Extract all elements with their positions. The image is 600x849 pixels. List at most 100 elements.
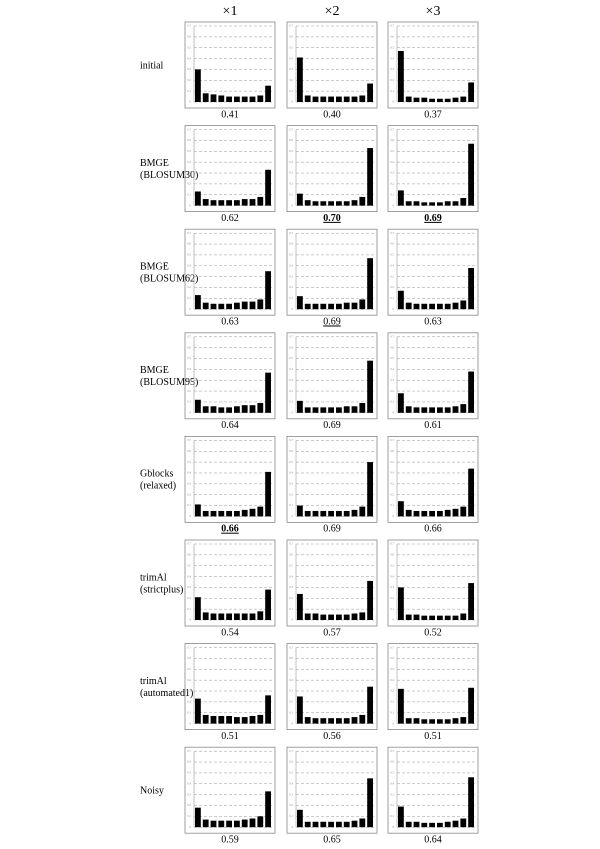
bar	[398, 50, 404, 102]
y-tick-label: 0.2	[289, 803, 293, 807]
y-tick-label: 0.3	[390, 482, 394, 486]
y-tick-label: 0.6	[187, 35, 191, 39]
bar	[468, 143, 474, 206]
bar	[226, 200, 232, 206]
score: 0.66	[221, 524, 239, 535]
y-tick-label: 0.6	[289, 449, 293, 453]
bar	[359, 196, 366, 206]
y-tick-label: 0.5	[390, 253, 394, 257]
bar	[226, 303, 232, 310]
y-tick-label: 0.1	[187, 710, 191, 714]
panel-frame	[184, 539, 276, 627]
y-tick-label: 0.6	[289, 656, 293, 660]
y-tick-label: 0.3	[289, 171, 293, 175]
y-tick-label: 0.1	[390, 607, 394, 611]
bar	[351, 613, 358, 620]
y-tick-label: 0.4	[390, 781, 394, 785]
score: 0.37	[424, 109, 442, 120]
bar	[405, 302, 412, 310]
y-tick-label: 0.2	[187, 492, 191, 496]
y-tick-label: 0.7	[390, 542, 394, 546]
bar	[202, 302, 209, 310]
y-tick-label: 0.3	[289, 585, 293, 589]
bar	[312, 510, 319, 517]
y-tick-label: 0.5	[187, 356, 191, 360]
bar	[297, 809, 303, 828]
y-tick-label: 0.3	[187, 378, 191, 382]
y-tick-label: 0.7	[187, 231, 191, 235]
bar	[413, 510, 420, 517]
y-tick-label: 0.4	[289, 56, 293, 60]
y-tick-label: 0.5	[289, 356, 293, 360]
bar	[413, 407, 420, 413]
bar	[343, 201, 350, 206]
y-tick-label: 0.5	[390, 460, 394, 464]
y-tick-label: 0.1	[289, 400, 293, 404]
bar	[218, 407, 225, 413]
bar	[437, 202, 443, 206]
bar	[257, 714, 264, 724]
bar	[218, 303, 225, 310]
y-tick-label: 0.5	[289, 563, 293, 567]
y-tick-label: 0.7	[289, 127, 293, 131]
bar	[452, 97, 459, 102]
bar	[202, 406, 209, 413]
bar	[312, 201, 319, 206]
bar	[468, 267, 474, 310]
bar	[226, 96, 232, 102]
bar	[343, 96, 350, 102]
bar	[343, 614, 350, 620]
bar	[328, 821, 334, 828]
bar	[202, 714, 209, 724]
bar	[398, 501, 404, 517]
y-tick-label: 0.6	[187, 553, 191, 557]
y-tick-label: 0.4	[289, 471, 293, 475]
y-tick-label: 0.6	[187, 656, 191, 660]
y-tick-label: 0.7	[390, 24, 394, 28]
y-tick-label: 0.7	[289, 645, 293, 649]
y-tick-label: 0.1	[289, 89, 293, 93]
panel-frame	[286, 21, 378, 109]
bar	[444, 719, 451, 724]
bar	[421, 202, 428, 206]
score: 0.70	[323, 213, 341, 224]
y-tick-label: 0.3	[390, 67, 394, 71]
row-label: (relaxed)	[140, 481, 176, 492]
bar	[226, 510, 232, 517]
bar	[460, 96, 467, 102]
bar	[265, 791, 271, 828]
bar	[265, 169, 271, 206]
bar	[234, 302, 240, 310]
y-tick-label: 0.3	[187, 482, 191, 486]
score: 0.65	[323, 834, 341, 845]
panel-frame	[286, 435, 378, 523]
y-tick-label: 0.7	[187, 542, 191, 546]
y-tick-label: 0.5	[187, 149, 191, 153]
bar	[468, 371, 474, 413]
bar	[359, 95, 366, 102]
y-tick-label: 0	[393, 514, 395, 518]
bar	[413, 821, 420, 828]
y-tick-label: 0.1	[289, 607, 293, 611]
y-tick-label: 0.3	[289, 378, 293, 382]
y-tick-label: 0.1	[390, 296, 394, 300]
y-tick-label: 0.4	[390, 678, 394, 682]
y-tick-label: 0.2	[289, 285, 293, 289]
bar	[249, 818, 256, 828]
bar	[210, 406, 217, 413]
score: 0.64	[221, 420, 239, 431]
bar	[328, 201, 334, 206]
y-tick-label: 0.1	[390, 400, 394, 404]
bar	[241, 405, 248, 413]
y-tick-label: 0	[393, 410, 395, 414]
y-tick-label: 0.4	[187, 263, 191, 267]
y-tick-label: 0.5	[187, 771, 191, 775]
bar	[328, 614, 334, 620]
y-tick-label: 0.7	[187, 438, 191, 442]
bar	[210, 200, 217, 206]
bar	[351, 200, 358, 206]
bar	[444, 303, 451, 310]
y-tick-label: 0	[393, 618, 395, 622]
bar	[429, 822, 435, 828]
bar	[468, 777, 474, 828]
